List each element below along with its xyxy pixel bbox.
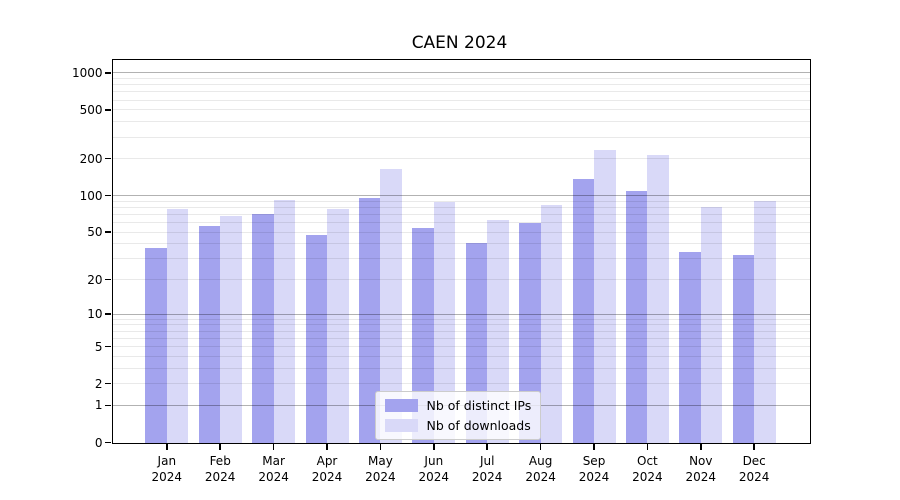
- x-tick: [646, 444, 649, 450]
- chart-title: CAEN 2024: [411, 33, 508, 53]
- plot-area: 1000 500 200 100 50 20 10 5 2 1 0 Jan 2024 Feb 2024 Ma…: [72, 58, 811, 484]
- x-tick: [593, 444, 595, 450]
- y-tick-label: 1: [94, 398, 103, 413]
- y-tick: [105, 313, 111, 315]
- y-tick: [105, 231, 111, 233]
- y-tick: [105, 157, 111, 160]
- bar-downloads-sep: [594, 150, 616, 443]
- bar-distinct-ips-sep: [572, 178, 594, 443]
- y-tick-label: 500: [79, 102, 103, 117]
- minor-gridline: [112, 136, 810, 138]
- minor-gridline: [112, 99, 810, 101]
- x-tick: [326, 444, 328, 450]
- bar-distinct-ips-feb: [198, 226, 221, 443]
- x-tick-label-jun: Jun 2024: [418, 453, 450, 484]
- y-tick-label: 200: [79, 151, 103, 166]
- bar-distinct-ips-dec: [732, 255, 755, 443]
- y-tick: [105, 72, 111, 74]
- minor-gridline: [112, 77, 810, 79]
- x-tick-label-sep: Sep 2024: [578, 453, 610, 484]
- x-tick-label-oct: Oct 2024: [632, 453, 663, 484]
- bar-distinct-ips-mar: [252, 214, 274, 443]
- y-tick-label: 5: [94, 339, 103, 354]
- bar-distinct-ips-oct: [625, 190, 648, 443]
- y-tick-label: 20: [87, 272, 103, 287]
- legend-swatch-downloads: [384, 418, 418, 432]
- x-tick: [486, 444, 488, 450]
- y-tick: [105, 345, 111, 348]
- legend-item-distinct-ips: Nb of distinct IPs: [384, 397, 532, 413]
- major-gridline: [112, 195, 810, 197]
- y-tick: [105, 194, 111, 197]
- x-tick-label-jan: Jan 2024: [151, 453, 183, 484]
- x-tick-label-nov: Nov 2024: [685, 453, 717, 484]
- bar-distinct-ips-jun: [412, 228, 434, 443]
- bar-downloads-jun: [433, 201, 456, 443]
- y-tick-label: 2: [94, 376, 103, 391]
- legend-label-distinct-ips: Nb of distinct IPs: [426, 397, 532, 413]
- bar-distinct-ips-aug: [519, 222, 541, 443]
- y-tick-label: 10: [87, 307, 103, 322]
- bar-downloads-jan: [166, 209, 189, 443]
- x-tick: [753, 444, 755, 450]
- y-tick: [105, 404, 111, 407]
- legend-swatch-distinct-ips: [384, 398, 418, 412]
- x-tick: [433, 444, 435, 450]
- bar-downloads-may: [380, 168, 402, 443]
- bar-downloads-feb: [220, 215, 242, 443]
- y-tick-label: 50: [87, 225, 103, 240]
- bar-downloads-jul: [487, 219, 509, 443]
- y-tick-label: 0: [94, 435, 103, 450]
- bar-downloads-apr: [327, 209, 349, 443]
- minor-gridline: [112, 158, 810, 160]
- bar-downloads-nov: [700, 206, 723, 443]
- legend-item-downloads: Nb of downloads: [384, 417, 532, 433]
- x-tick-label-feb: Feb 2024: [204, 453, 236, 484]
- x-tick: [539, 444, 542, 450]
- minor-gridline: [112, 109, 810, 111]
- y-tick-label: 100: [79, 188, 103, 203]
- major-gridline: [112, 72, 810, 74]
- x-tick-label-mar: Mar 2024: [258, 453, 289, 484]
- minor-gridline: [112, 84, 810, 86]
- minor-gridline: [112, 91, 810, 93]
- y-tick: [105, 278, 111, 281]
- x-tick-label-dec: Dec 2024: [738, 453, 770, 484]
- x-tick-label-apr: Apr 2024: [311, 453, 343, 484]
- x-tick-label-jul: Jul 2024: [471, 453, 503, 484]
- x-tick: [219, 444, 221, 450]
- bar-distinct-ips-may: [358, 198, 381, 443]
- bar-downloads-aug: [540, 205, 563, 443]
- bar-distinct-ips-apr: [305, 235, 327, 443]
- x-tick-label-aug: Aug 2024: [525, 453, 556, 484]
- x-tick: [166, 444, 168, 450]
- y-tick-label: 1000: [71, 65, 103, 80]
- bar-distinct-ips-jan: [145, 247, 167, 443]
- minor-gridline: [112, 121, 810, 123]
- minor-gridline: [112, 200, 810, 202]
- legend: Nb of distinct IPs Nb of downloads: [374, 390, 542, 440]
- y-tick: [105, 382, 111, 385]
- y-tick: [105, 109, 111, 111]
- bar-downloads-oct: [647, 155, 669, 443]
- x-tick: [379, 444, 382, 450]
- legend-label-downloads: Nb of downloads: [426, 417, 531, 433]
- x-tick: [700, 444, 702, 450]
- y-tick: [105, 441, 111, 444]
- bar-downloads-dec: [754, 201, 776, 443]
- bar-downloads-mar: [273, 199, 296, 443]
- x-tick-label-may: May 2024: [365, 453, 396, 484]
- bar-distinct-ips-nov: [679, 252, 701, 443]
- x-tick: [272, 444, 275, 450]
